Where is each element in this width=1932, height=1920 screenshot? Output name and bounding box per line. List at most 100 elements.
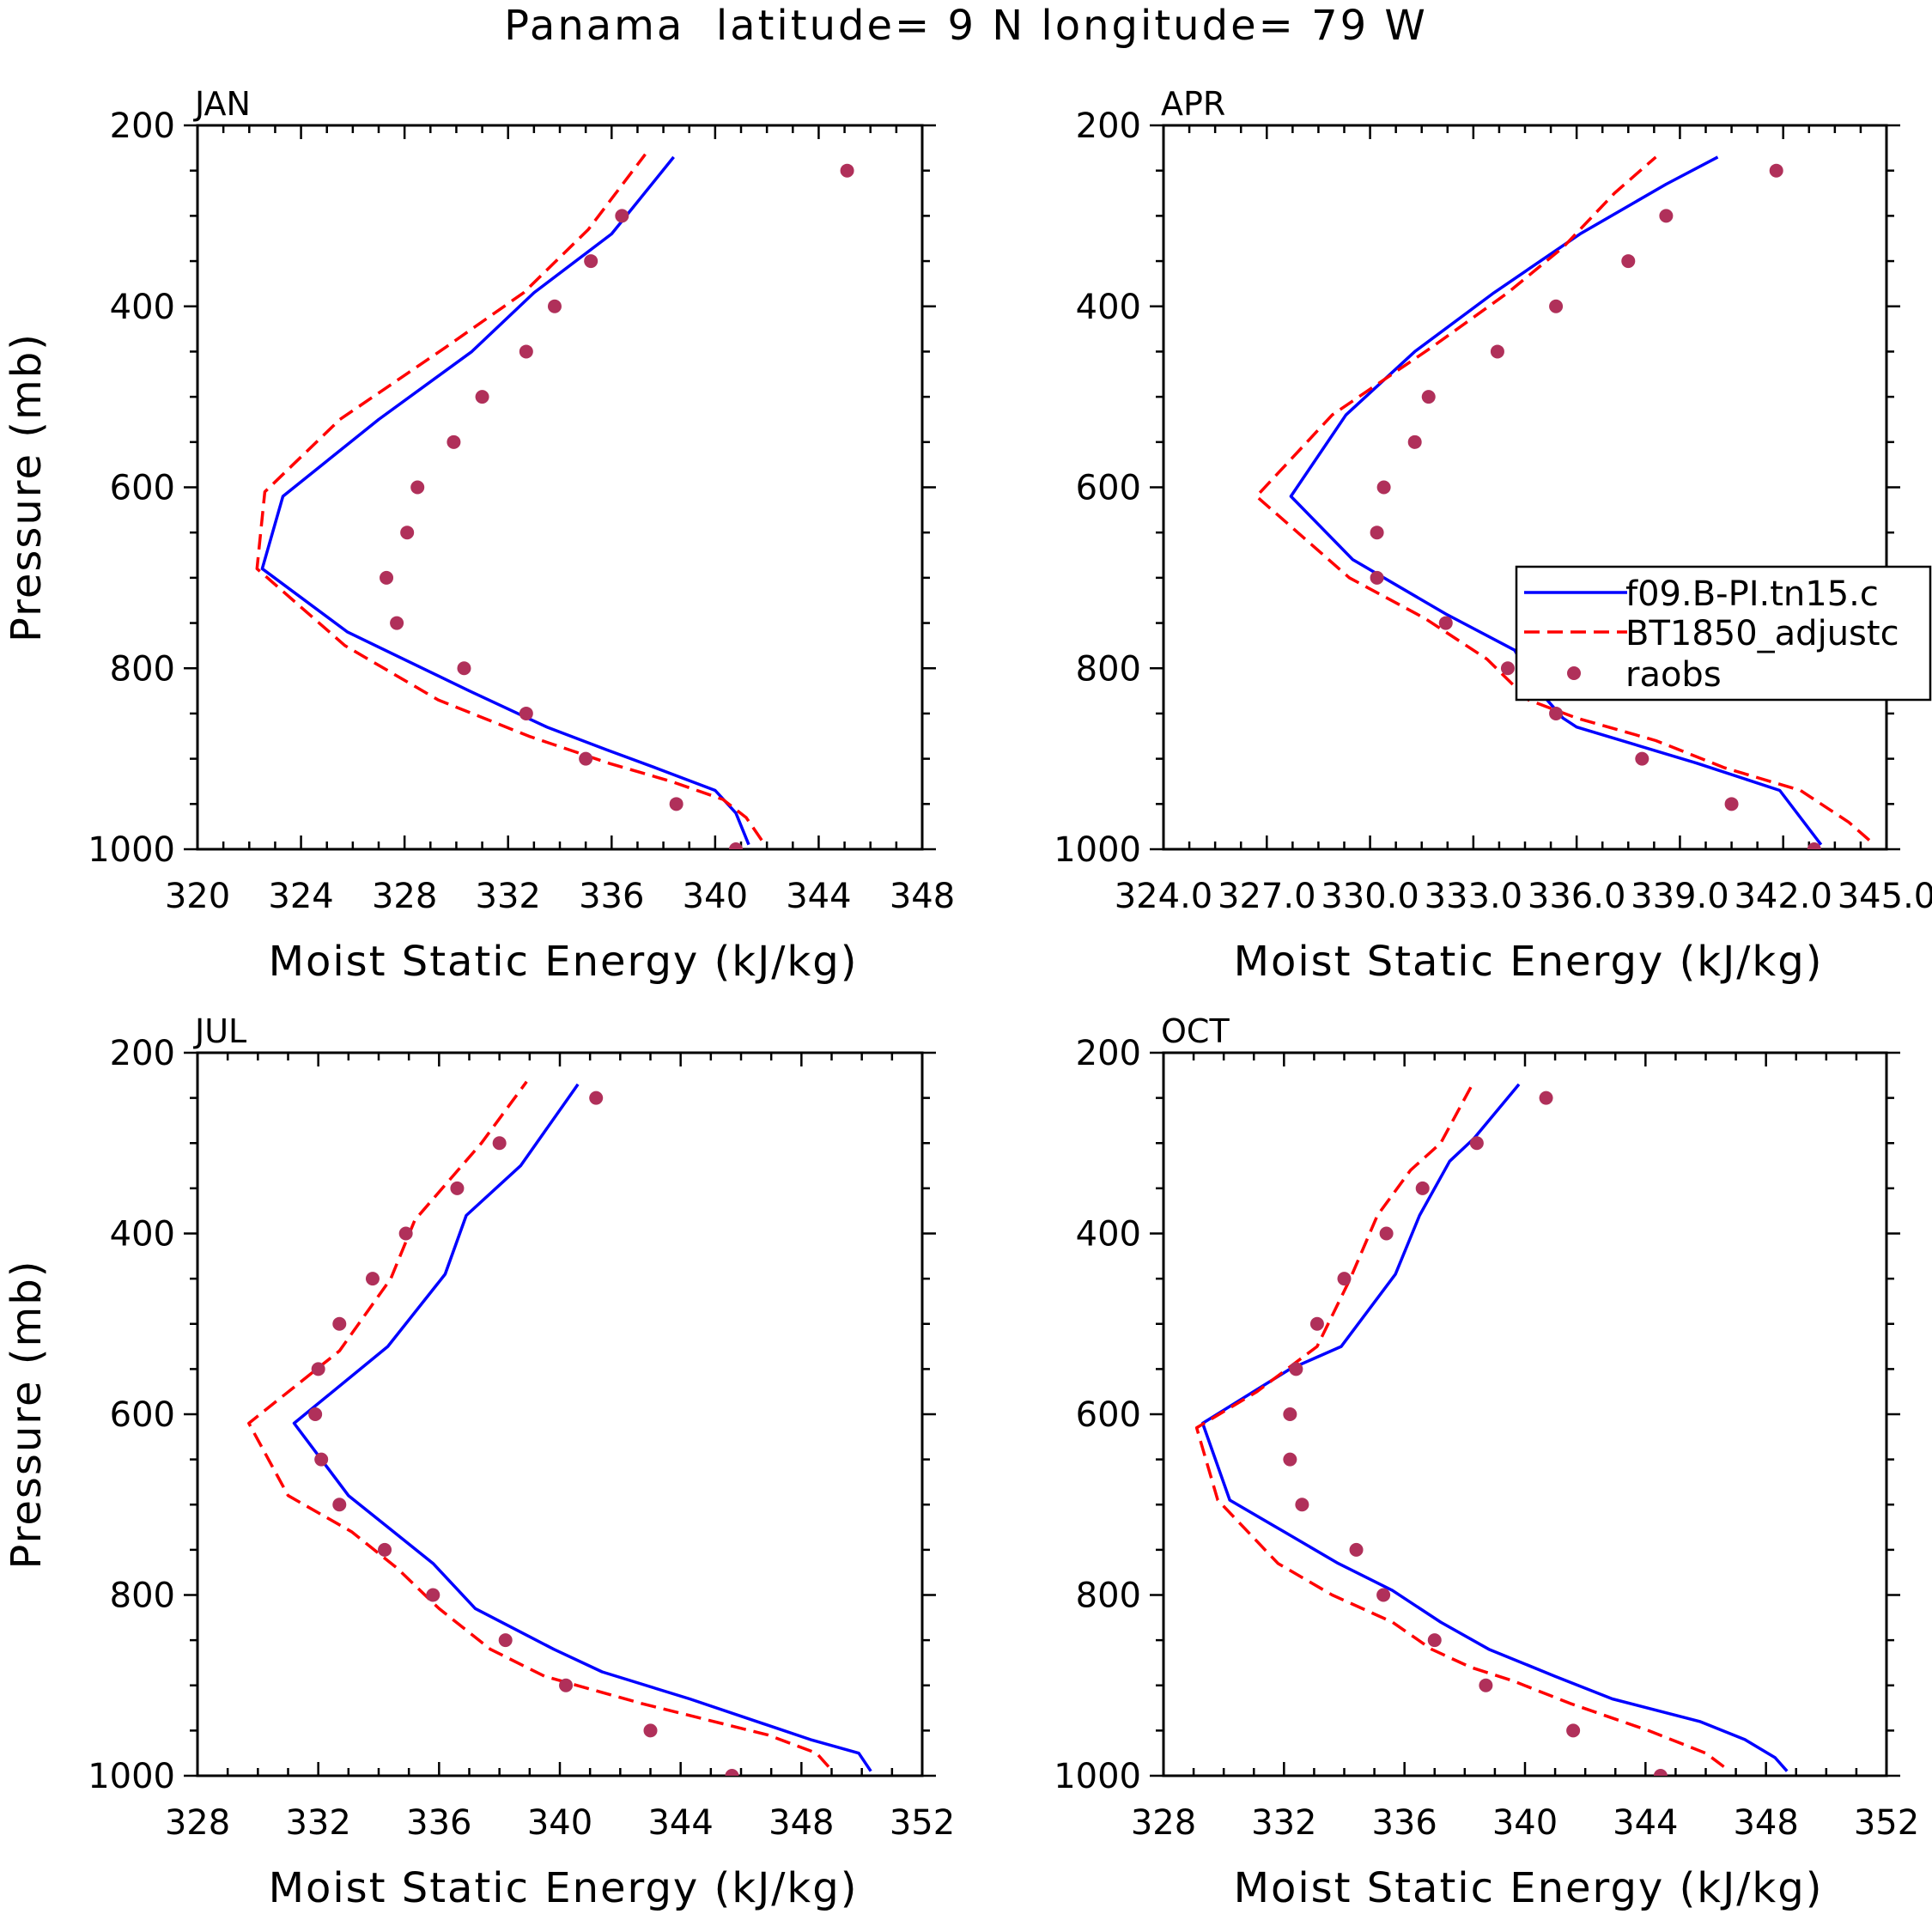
x-tick-label: 332 — [476, 877, 541, 916]
series-line-bt1850 — [255, 153, 763, 842]
raobs-point — [1283, 1452, 1297, 1467]
y-tick-label: 1000 — [88, 830, 175, 870]
series-line-bt1850 — [247, 1080, 830, 1768]
x-tick-label: 340 — [527, 1803, 592, 1843]
raobs-point — [1295, 1498, 1309, 1512]
panel-jan: 320 324 328 332 336 340 344 348 200 400 600 800 1000… — [3, 85, 955, 986]
plot-frame — [1162, 1051, 1888, 1777]
raobs-point — [1283, 1407, 1297, 1421]
x-tick-label: 342.0 — [1734, 877, 1832, 916]
x-tick-label: 340 — [1492, 1803, 1558, 1843]
raobs-point — [1438, 616, 1453, 630]
raobs-point — [450, 1181, 465, 1195]
raobs-point — [457, 661, 471, 676]
raobs-point — [519, 706, 533, 720]
raobs-point — [308, 1407, 323, 1421]
y-tick-label: 600 — [1076, 469, 1141, 508]
y-axis-label: Pressure (mb) — [3, 1260, 51, 1570]
raobs-point — [332, 1498, 347, 1512]
raobs-point — [1337, 1272, 1352, 1286]
x-tick-label: 330.0 — [1321, 877, 1419, 916]
y-tick-label: 400 — [110, 288, 175, 327]
y-tick-label: 800 — [1076, 1577, 1141, 1616]
raobs-point — [547, 299, 562, 313]
x-tick-label: 328 — [372, 877, 437, 916]
x-tick-label: 340 — [683, 877, 748, 916]
series-line-f09 — [1200, 1083, 1789, 1772]
x-tick-label: 327.0 — [1218, 877, 1316, 916]
raobs-point — [475, 390, 489, 404]
raobs-point — [426, 1588, 440, 1602]
series-line-f09 — [260, 155, 750, 846]
raobs-point — [378, 1542, 392, 1557]
panel-title: JUL — [193, 1012, 246, 1050]
raobs-point — [643, 1723, 658, 1738]
raobs-point — [314, 1452, 329, 1467]
x-tick-label: 336 — [406, 1803, 471, 1843]
raobs-point — [1421, 390, 1436, 404]
x-tick-label: 333.0 — [1425, 877, 1523, 916]
x-tick-label: 324 — [268, 877, 333, 916]
x-tick-label: 348 — [1733, 1803, 1798, 1843]
y-tick-label: 1000 — [1054, 1757, 1141, 1796]
raobs-point — [1549, 706, 1564, 720]
x-tick-label: 324.0 — [1115, 877, 1213, 916]
raobs-point — [398, 1226, 413, 1241]
y-tick-label: 800 — [110, 1577, 175, 1616]
x-axis-label: Moist Static Energy (kJ/kg) — [1234, 938, 1824, 986]
raobs-point — [1349, 1542, 1364, 1557]
x-axis-label: Moist Static Energy (kJ/kg) — [269, 938, 859, 986]
raobs-point — [1635, 751, 1649, 766]
series-line-bt1850 — [1255, 155, 1871, 842]
raobs-point — [725, 1769, 739, 1776]
y-tick-label: 600 — [110, 1395, 175, 1435]
y-tick-label: 800 — [1076, 649, 1141, 689]
raobs-point — [669, 797, 683, 811]
x-axis-label: Moist Static Energy (kJ/kg) — [269, 1864, 859, 1912]
x-tick-label: 345.0 — [1838, 877, 1932, 916]
panel-oct: 328 332 336 340 344 348 352 200 400 600 800 1000 OCT… — [1054, 1012, 1919, 1912]
x-tick-label: 336 — [1371, 1803, 1437, 1843]
x-tick-label: 339.0 — [1631, 877, 1729, 916]
y-tick-label: 1000 — [88, 1757, 175, 1796]
y-tick-label: 400 — [1076, 288, 1141, 327]
y-tick-label: 1000 — [1054, 830, 1141, 870]
y-tick-label: 400 — [110, 1215, 175, 1255]
raobs-point — [519, 344, 533, 359]
plot-frame — [1162, 124, 1888, 851]
raobs-point — [390, 616, 404, 630]
raobs-point — [1659, 209, 1674, 223]
raobs-point — [1621, 254, 1636, 269]
plot-frame — [196, 124, 924, 851]
legend-label: raobs — [1625, 655, 1722, 695]
raobs-point — [1407, 434, 1422, 449]
plot-area — [247, 1080, 872, 1776]
raobs-point — [1376, 480, 1391, 495]
raobs-point — [1769, 163, 1783, 178]
x-tick-label: 336 — [579, 877, 644, 916]
y-tick-label: 200 — [110, 106, 175, 146]
legend-label: f09.B-PI.tn15.c — [1625, 574, 1879, 614]
raobs-point — [1549, 299, 1564, 313]
y-tick-label: 800 — [110, 649, 175, 689]
raobs-point — [840, 163, 854, 178]
y-tick-label: 200 — [110, 1034, 175, 1073]
panel-title: JAN — [193, 85, 251, 123]
x-tick-label: 348 — [890, 877, 955, 916]
raobs-point — [579, 751, 593, 766]
x-tick-label: 328 — [1131, 1803, 1196, 1843]
raobs-point — [311, 1362, 325, 1376]
x-axis-label: Moist Static Energy (kJ/kg) — [1234, 1864, 1824, 1912]
x-tick-label: 320 — [165, 877, 230, 916]
raobs-point — [365, 1272, 380, 1286]
series-line-f09 — [292, 1083, 872, 1772]
figure-title: Panama latitude= 9 N longitude= 79 W — [504, 2, 1428, 50]
raobs-point — [1376, 1588, 1391, 1602]
raobs-point — [410, 480, 425, 495]
plot-area — [255, 153, 854, 849]
y-tick-label: 200 — [1076, 1034, 1141, 1073]
raobs-point — [589, 1091, 604, 1105]
x-tick-label: 352 — [890, 1803, 955, 1843]
